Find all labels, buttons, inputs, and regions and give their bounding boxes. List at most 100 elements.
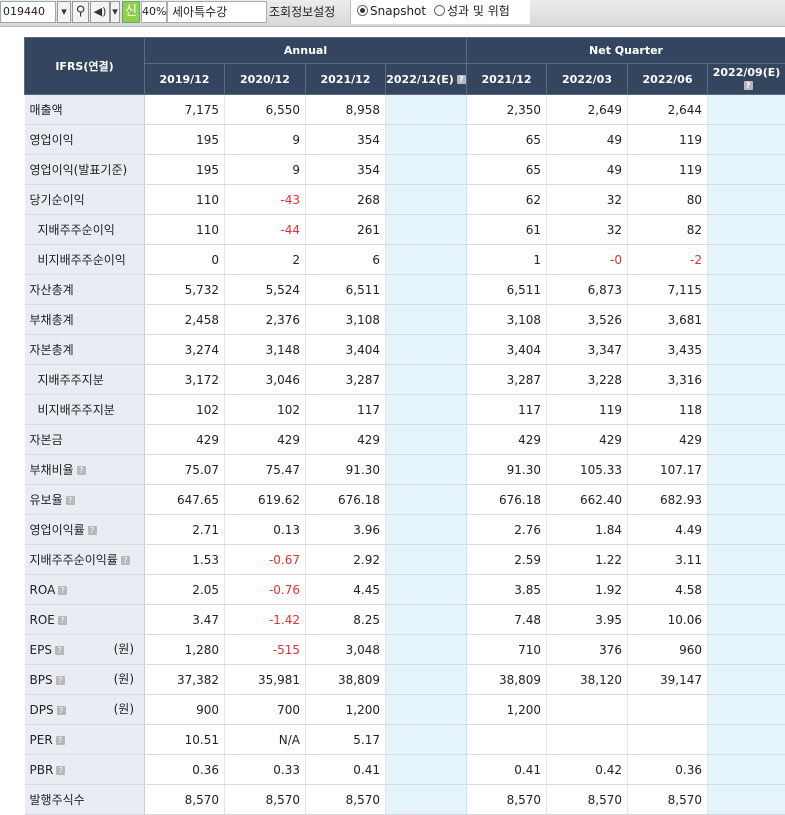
row-label-cell: 영업이익률? — [25, 515, 145, 545]
value-cell: 49 — [547, 125, 628, 155]
value-cell: 1 — [467, 245, 547, 275]
row-label: 부채비율 — [30, 463, 74, 477]
help-icon[interactable]: ? — [56, 736, 65, 745]
help-icon[interactable]: ? — [57, 706, 66, 715]
code-dropdown-button[interactable]: ▾ — [57, 1, 71, 23]
row-label: 자본금 — [30, 433, 63, 447]
help-icon[interactable]: ? — [56, 676, 65, 685]
estimate-cell — [708, 395, 785, 425]
help-icon[interactable]: ? — [121, 556, 130, 565]
period-header: 2022/12(E)? — [386, 64, 467, 95]
value-cell: 0.41 — [306, 755, 386, 785]
speaker-icon[interactable]: ◀) — [90, 1, 110, 23]
value-cell: 39,147 — [628, 665, 708, 695]
snapshot-radio[interactable]: Snapshot — [357, 3, 426, 19]
value-cell: 9 — [225, 125, 306, 155]
value-cell: 676.18 — [467, 485, 547, 515]
settings-button[interactable]: 조회정보설정 — [269, 1, 349, 23]
value-cell: 3,404 — [306, 335, 386, 365]
value-cell — [547, 725, 628, 755]
estimate-cell — [386, 365, 467, 395]
value-cell: 38,809 — [467, 665, 547, 695]
value-cell: 682.93 — [628, 485, 708, 515]
row-label-cell: PBR? — [25, 755, 145, 785]
stock-code-input[interactable]: 019440 — [0, 1, 56, 23]
value-cell: 6,873 — [547, 275, 628, 305]
value-cell: 900 — [145, 695, 225, 725]
period-header: 2022/06 — [628, 64, 708, 95]
unit-label: (원) — [114, 665, 134, 694]
value-cell: 0.13 — [225, 515, 306, 545]
help-icon[interactable]: ? — [55, 646, 64, 655]
estimate-cell — [708, 245, 785, 275]
value-cell: 8,958 — [306, 95, 386, 125]
estimate-cell — [708, 695, 785, 725]
value-cell: 4.49 — [628, 515, 708, 545]
value-cell: 49 — [547, 155, 628, 185]
help-icon[interactable]: ? — [744, 81, 753, 90]
value-cell: 676.18 — [306, 485, 386, 515]
value-cell: 429 — [145, 425, 225, 455]
value-cell: 0.42 — [547, 755, 628, 785]
quarter-header: Net Quarter — [467, 38, 785, 64]
value-cell: 429 — [225, 425, 306, 455]
speaker-dropdown-button[interactable]: ▾ — [110, 1, 120, 23]
value-cell: 662.40 — [547, 485, 628, 515]
shin-badge[interactable]: 신 — [122, 1, 140, 23]
row-label-cell: ROE? — [25, 605, 145, 635]
estimate-cell — [708, 95, 785, 125]
estimate-cell — [386, 275, 467, 305]
help-icon[interactable]: ? — [66, 496, 75, 505]
value-cell: 80 — [628, 185, 708, 215]
row-label-cell: 영업이익(발표기준) — [25, 155, 145, 185]
value-cell: 2,350 — [467, 95, 547, 125]
estimate-cell — [386, 305, 467, 335]
value-cell: 3,526 — [547, 305, 628, 335]
row-label-cell: 부채비율? — [25, 455, 145, 485]
period-label: 2019/12 — [160, 73, 210, 86]
value-cell — [547, 695, 628, 725]
value-cell: 6,511 — [306, 275, 386, 305]
value-cell — [628, 695, 708, 725]
value-cell: -0.67 — [225, 545, 306, 575]
help-icon[interactable]: ? — [457, 75, 466, 84]
estimate-cell — [386, 215, 467, 245]
value-cell: 32 — [547, 215, 628, 245]
value-cell: 102 — [145, 395, 225, 425]
value-cell: 7,175 — [145, 95, 225, 125]
estimate-cell — [386, 725, 467, 755]
estimate-cell — [386, 395, 467, 425]
value-cell: 9 — [225, 155, 306, 185]
value-cell: 1.53 — [145, 545, 225, 575]
row-label: 자산총계 — [30, 283, 74, 297]
row-label: 발행주식수 — [30, 793, 85, 807]
value-cell: 10.51 — [145, 725, 225, 755]
help-icon[interactable]: ? — [58, 586, 67, 595]
value-cell: 117 — [467, 395, 547, 425]
help-icon[interactable]: ? — [56, 766, 65, 775]
value-cell: 3,287 — [306, 365, 386, 395]
value-cell: -0 — [547, 245, 628, 275]
value-cell: 195 — [145, 125, 225, 155]
estimate-cell — [386, 785, 467, 815]
help-icon[interactable]: ? — [88, 526, 97, 535]
value-cell: 429 — [306, 425, 386, 455]
row-label: 매출액 — [30, 103, 63, 117]
estimate-cell — [708, 425, 785, 455]
value-cell: -2 — [628, 245, 708, 275]
search-icon[interactable]: ⚲ — [72, 1, 89, 23]
help-icon[interactable]: ? — [77, 466, 86, 475]
value-cell: 0.41 — [467, 755, 547, 785]
company-name-field[interactable]: 세아특수강 — [167, 1, 267, 23]
performance-risk-radio[interactable]: 성과 및 위험 — [434, 3, 510, 19]
value-cell: 2,376 — [225, 305, 306, 335]
snapshot-radio-label: Snapshot — [370, 4, 426, 18]
value-cell: 37,382 — [145, 665, 225, 695]
estimate-cell — [708, 545, 785, 575]
help-icon[interactable]: ? — [58, 616, 67, 625]
